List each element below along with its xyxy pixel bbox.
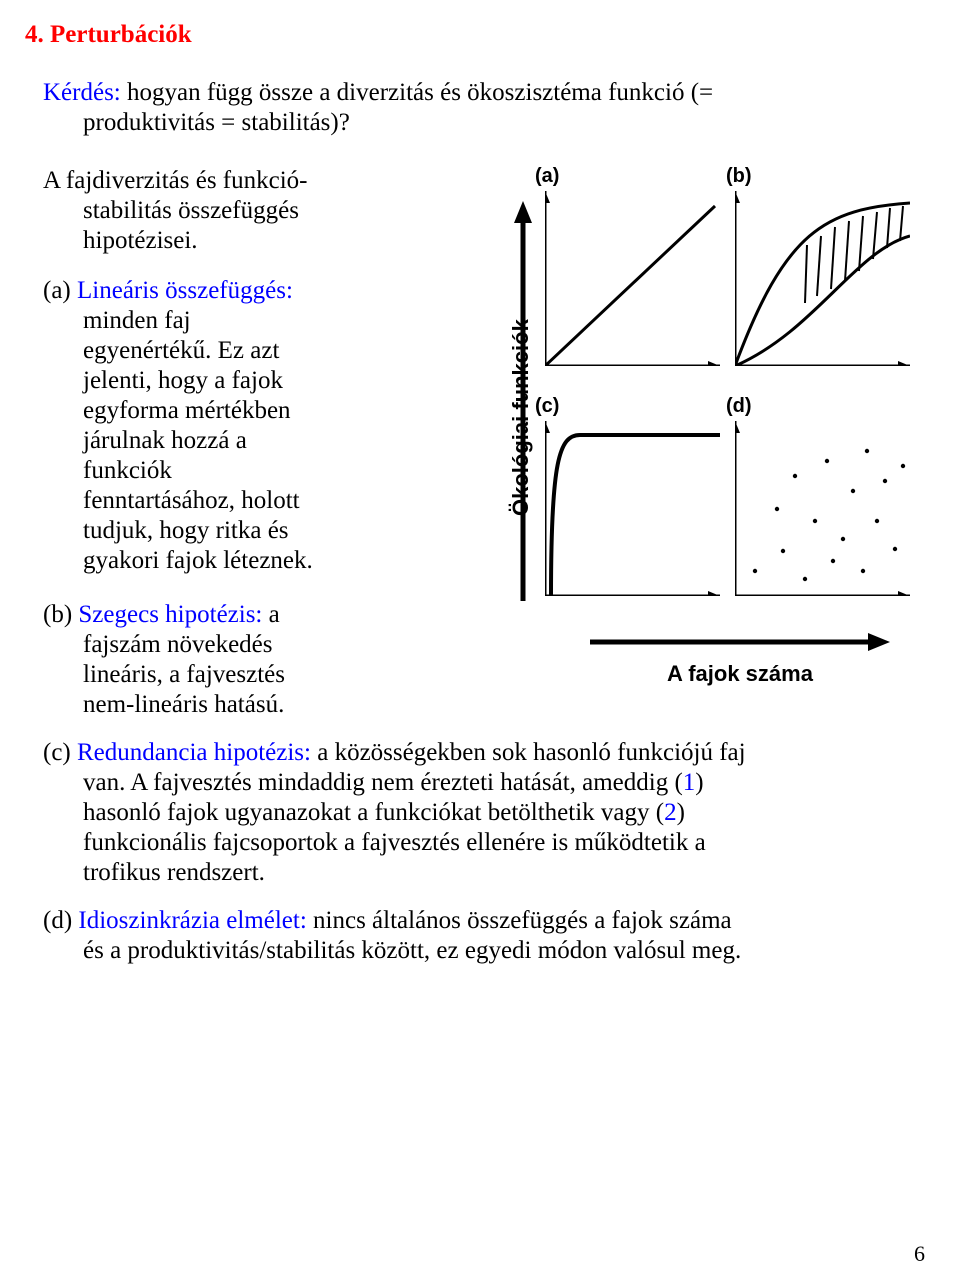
para-a-prefix: (a) — [43, 277, 77, 304]
paragraph-d: (d) Idioszinkrázia elmélet: nincs általá… — [25, 906, 935, 966]
para-b-prefix: (b) — [43, 601, 78, 628]
section-title: 4. Perturbációk — [25, 20, 935, 50]
para-c-l5: trofikus rendszert. — [43, 858, 935, 888]
intro-l2: stabilitás összefüggés — [43, 196, 475, 226]
panel-label-a: (a) — [535, 164, 559, 188]
para-c-l3: hasonló fajok ugyanazokat a funkciókat b… — [43, 798, 935, 828]
para-b-l4: nem-lineáris hatású. — [43, 690, 475, 720]
question-text-2: produktivitás = stabilitás)? — [43, 108, 935, 138]
paragraph-c: (c) Redundancia hipotézis: a közösségekb… — [25, 738, 935, 888]
panel-c — [545, 421, 720, 596]
figure-column: Ökológiai funkciók (a) (b) (c) (d) — [475, 166, 935, 726]
para-a-l2: minden faj — [43, 306, 475, 336]
para-a-l7: funkciók — [43, 456, 475, 486]
para-b-l2: fajszám növekedés — [43, 630, 475, 660]
x-axis-arrow — [590, 631, 890, 653]
question-text-1: hogyan függ össze a diverzitás és ökoszi… — [121, 79, 713, 106]
panel-d — [735, 421, 910, 596]
para-a-l10: gyakori fajok léteznek. — [43, 546, 475, 576]
paragraph-a: (a) Lineáris összefüggés: minden faj egy… — [43, 276, 475, 576]
para-b-lead: Szegecs hipotézis: — [78, 601, 262, 628]
para-c-tail1: a közösségekben sok hasonló funkciójú fa… — [311, 739, 746, 766]
para-a-lead: Lineáris összefüggés: — [77, 277, 293, 304]
para-c-l2a: van. A fajvesztés mindaddig nem érezteti… — [83, 769, 683, 796]
para-d-l2: és a produktivitás/stabilitás között, ez… — [43, 936, 935, 966]
para-d-prefix: (d) — [43, 907, 78, 934]
panel-label-b: (b) — [726, 164, 752, 188]
para-d-tail1: nincs általános összefüggés a fajok szám… — [307, 907, 732, 934]
para-c-num2: 2 — [664, 799, 677, 826]
panel-label-d: (d) — [726, 394, 752, 418]
panel-a — [545, 191, 720, 366]
para-c-l2b: ) — [695, 769, 703, 796]
para-a-l6: járulnak hozzá a — [43, 426, 475, 456]
para-c-l4: funkcionális fajcsoportok a fajvesztés e… — [43, 828, 935, 858]
paragraph-b: (b) Szegecs hipotézis: a fajszám növeked… — [43, 600, 475, 720]
panel-b — [735, 191, 910, 366]
para-c-l3b: ) — [677, 799, 685, 826]
left-text-column: A fajdiverzitás és funkció- stabilitás ö… — [25, 166, 475, 720]
para-c-l2: van. A fajvesztés mindaddig nem érezteti… — [43, 768, 935, 798]
para-c-lead: Redundancia hipotézis: — [77, 739, 311, 766]
para-b-tail1: a — [262, 601, 279, 628]
page-number: 6 — [914, 1241, 925, 1267]
intro-l3: hipotézisei. — [43, 226, 475, 256]
x-axis-label: A fajok száma — [667, 661, 813, 687]
question-block: Kérdés: hogyan függ össze a diverzitás é… — [25, 78, 935, 138]
para-d-lead: Idioszinkrázia elmélet: — [78, 907, 306, 934]
para-a-l5: egyforma mértékben — [43, 396, 475, 426]
para-b-l3: lineáris, a fajvesztés — [43, 660, 475, 690]
intro-block: A fajdiverzitás és funkció- stabilitás ö… — [43, 166, 475, 256]
y-axis-label: Ökológiai funkciók — [508, 319, 534, 516]
para-c-l3a: hasonló fajok ugyanazokat a funkciókat b… — [83, 799, 664, 826]
question-label: Kérdés: — [43, 79, 121, 106]
para-c-prefix: (c) — [43, 739, 77, 766]
figure: Ökológiai funkciók (a) (b) (c) (d) — [490, 166, 920, 726]
mid-row: A fajdiverzitás és funkció- stabilitás ö… — [25, 166, 935, 726]
panel-label-c: (c) — [535, 394, 559, 418]
x-axis-row: A fajok száma — [590, 631, 890, 687]
para-a-l4: jelenti, hogy a fajok — [43, 366, 475, 396]
intro-l1: A fajdiverzitás és funkció- — [43, 166, 475, 196]
para-c-num1: 1 — [683, 769, 696, 796]
para-a-l9: tudjuk, hogy ritka és — [43, 516, 475, 546]
para-a-l8: fenntartásához, holott — [43, 486, 475, 516]
para-a-l3: egyenértékű. Ez azt — [43, 336, 475, 366]
